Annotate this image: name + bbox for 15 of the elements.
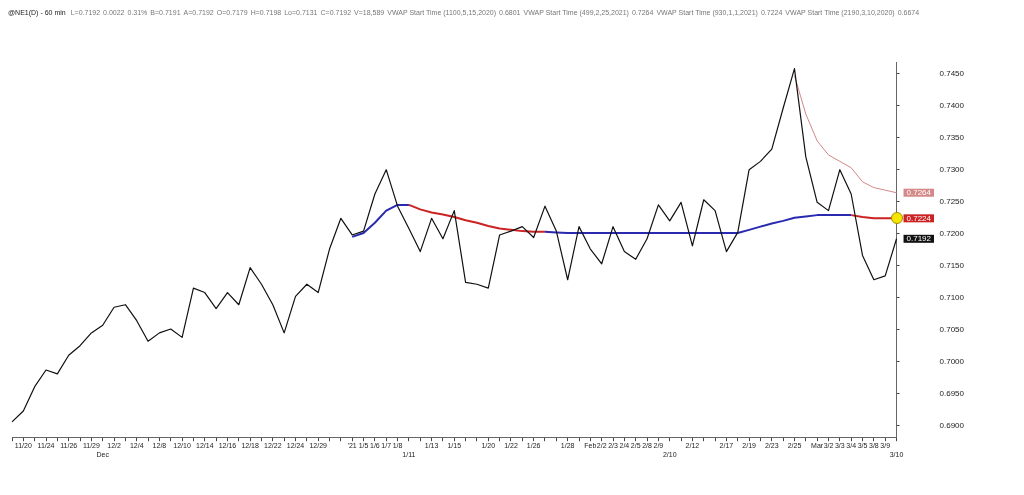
data-label: 0.7192 <box>906 234 932 243</box>
y-tick-label: 0.7000 <box>939 356 965 366</box>
y-tick-label: 0.7350 <box>939 132 965 142</box>
y-tick-label: 0.6950 <box>939 388 965 398</box>
y-tick-label: 0.7250 <box>939 196 965 206</box>
y-tick-label: 0.7050 <box>939 324 965 334</box>
data-label: 0.7264 <box>906 187 932 197</box>
y-tick-label: 0.7300 <box>939 164 965 174</box>
y-tick-label: 0.7150 <box>939 260 965 270</box>
y-tick-label: 0.7400 <box>939 100 965 110</box>
y-tick-label: 0.6900 <box>939 420 965 430</box>
y-tick-label: 0.7450 <box>939 68 965 78</box>
data-label: 0.7224 <box>906 213 932 223</box>
y-tick-label: 0.7200 <box>939 228 965 238</box>
y-tick-label: 0.7100 <box>939 292 965 302</box>
